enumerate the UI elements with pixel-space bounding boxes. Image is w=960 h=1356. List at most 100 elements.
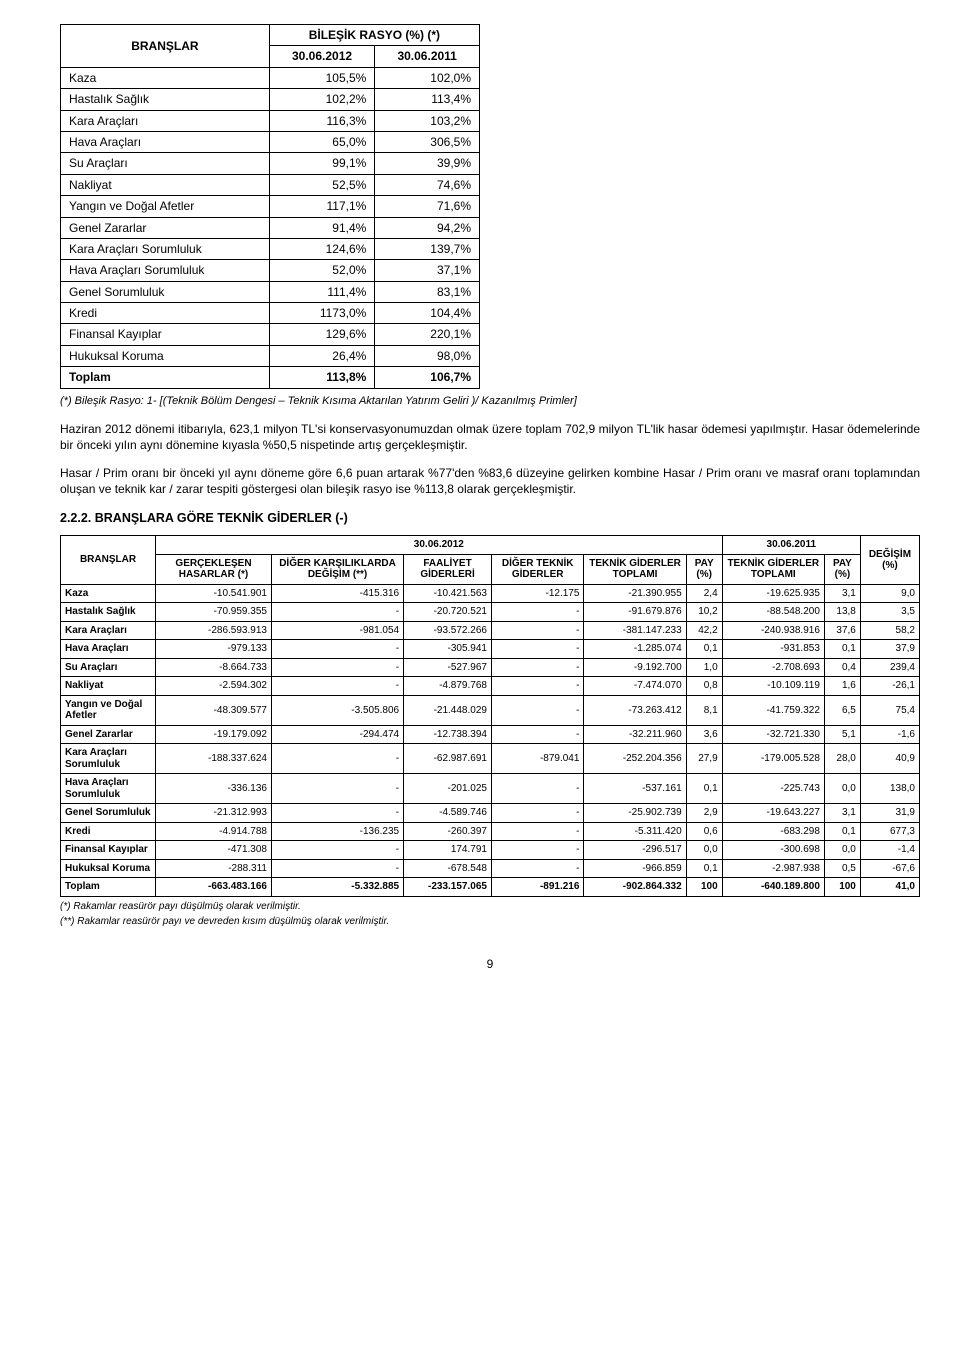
t2-row-cell: -527.967 [404, 658, 492, 677]
t1-row-v1: 116,3% [269, 110, 375, 131]
t2-h-c5: TEKNİK GİDERLER TOPLAMI [584, 554, 686, 584]
t2-row-cell: -931.853 [722, 640, 824, 659]
t2-row-cell: -179.005.528 [722, 744, 824, 774]
t2-row-cell: -73.263.412 [584, 695, 686, 725]
t2-row-cell: - [271, 640, 403, 659]
t2-row-cell: -25.902.739 [584, 804, 686, 823]
t2-row-cell: 0,6 [686, 822, 722, 841]
t1-row-v2: 103,2% [375, 110, 480, 131]
t2-row-cell: 27,9 [686, 744, 722, 774]
t1-row-v1: 91,4% [269, 217, 375, 238]
t1-body: Kaza105,5%102,0%Hastalık Sağlık102,2%113… [61, 67, 480, 388]
t2-row-cell: -136.235 [271, 822, 403, 841]
t1-header-rasyo: BİLEŞİK RASYO (%) (*) [269, 25, 479, 46]
t2-row-cell: -288.311 [156, 859, 272, 878]
t2-row-cell: -41.759.322 [722, 695, 824, 725]
t2-row-cell: 677,3 [860, 822, 919, 841]
t2-row-cell: -7.474.070 [584, 677, 686, 696]
t2-row-cell: -10.541.901 [156, 584, 272, 603]
t2-row-cell: 2,9 [686, 804, 722, 823]
t2-row-cell: -891.216 [491, 878, 583, 897]
t2-row-cell: -296.517 [584, 841, 686, 860]
t2-row-cell: -9.192.700 [584, 658, 686, 677]
t2-row-cell: -260.397 [404, 822, 492, 841]
t2-row-cell: - [271, 804, 403, 823]
t1-row-v2: 39,9% [375, 153, 480, 174]
t2-row-label: Kredi [61, 822, 156, 841]
t2-row-cell: - [491, 804, 583, 823]
t2-row-cell: -5.311.420 [584, 822, 686, 841]
t1-row-label: Yangın ve Doğal Afetler [61, 196, 270, 217]
t2-h-c3: FAALİYET GİDERLERİ [404, 554, 492, 584]
t2-row-cell: -225.743 [722, 774, 824, 804]
t1-row-label: Finansal Kayıplar [61, 324, 270, 345]
t2-row-cell: 0,4 [824, 658, 860, 677]
t2-row-cell: -21.448.029 [404, 695, 492, 725]
t2-row-label: Kara Araçları [61, 621, 156, 640]
t2-row-cell: - [271, 859, 403, 878]
t2-row-cell: -1,4 [860, 841, 919, 860]
t2-row-label: Hava Araçları Sorumluluk [61, 774, 156, 804]
t1-row-v2: 106,7% [375, 367, 480, 388]
t2-row-cell: -62.987.691 [404, 744, 492, 774]
t1-row-label: Hukuksal Koruma [61, 345, 270, 366]
t1-date1: 30.06.2012 [269, 46, 375, 67]
t2-row-cell: - [491, 640, 583, 659]
t2-row-cell: - [491, 677, 583, 696]
t2-row-cell: 41,0 [860, 878, 919, 897]
t2-row-cell: -93.572.266 [404, 621, 492, 640]
t2-row-cell: -537.161 [584, 774, 686, 804]
t2-row-cell: -663.483.166 [156, 878, 272, 897]
t1-row-label: Kara Araçları [61, 110, 270, 131]
t2-row-cell: -415.316 [271, 584, 403, 603]
t2-row-cell: -471.308 [156, 841, 272, 860]
t2-row-cell: - [491, 859, 583, 878]
t2-row-cell: - [491, 695, 583, 725]
t2-row-cell: -2.594.302 [156, 677, 272, 696]
t1-row-label: Kara Araçları Sorumluluk [61, 238, 270, 259]
t2-row-label: Hukuksal Koruma [61, 859, 156, 878]
t2-row-cell: 37,6 [824, 621, 860, 640]
t2-row-cell: -19.643.227 [722, 804, 824, 823]
t2-row-cell: -12.738.394 [404, 725, 492, 744]
t2-row-cell: 100 [686, 878, 722, 897]
t2-row-cell: -21.390.955 [584, 584, 686, 603]
t2-row-cell: - [271, 774, 403, 804]
t1-row-v1: 99,1% [269, 153, 375, 174]
t1-row-v2: 71,6% [375, 196, 480, 217]
t2-row-cell: -294.474 [271, 725, 403, 744]
t1-row-v1: 52,5% [269, 174, 375, 195]
t2-h-c2: DİĞER KARŞILIKLARDA DEĞİŞİM (**) [271, 554, 403, 584]
t1-row-v1: 102,2% [269, 89, 375, 110]
t1-row-v2: 220,1% [375, 324, 480, 345]
t2-row-cell: -879.041 [491, 744, 583, 774]
t1-row-v1: 105,5% [269, 67, 375, 88]
t1-row-v2: 139,7% [375, 238, 480, 259]
t1-date2: 30.06.2011 [375, 46, 480, 67]
t2-row-cell: 42,2 [686, 621, 722, 640]
t2-row-cell: 13,8 [824, 603, 860, 622]
t2-row-cell: -233.157.065 [404, 878, 492, 897]
t2-row-cell: -3.505.806 [271, 695, 403, 725]
t2-row-cell: -2.987.938 [722, 859, 824, 878]
t2-row-cell: 138,0 [860, 774, 919, 804]
t1-row-label: Hastalık Sağlık [61, 89, 270, 110]
section-title: 2.2.2. BRANŞLARA GÖRE TEKNİK GİDERLER (-… [60, 511, 920, 525]
t2-row-cell: -32.211.960 [584, 725, 686, 744]
t2-row-cell: -8.664.733 [156, 658, 272, 677]
t2-footnote-1: (*) Rakamlar reasürör payı düşülmüş olar… [60, 901, 920, 912]
t2-row-cell: 3,1 [824, 584, 860, 603]
t2-row-cell: - [491, 725, 583, 744]
technical-expenses-table: BRANŞLAR 30.06.2012 30.06.2011 DEĞİŞİM (… [60, 535, 920, 897]
t1-row-v1: 129,6% [269, 324, 375, 345]
t2-row-cell: 1,0 [686, 658, 722, 677]
t1-row-label: Genel Sorumluluk [61, 281, 270, 302]
t1-row-v1: 1173,0% [269, 303, 375, 324]
t2-row-cell: -201.025 [404, 774, 492, 804]
t2-row-cell: -305.941 [404, 640, 492, 659]
t1-header-branslar: BRANŞLAR [61, 25, 270, 68]
t2-h-c4: DİĞER TEKNİK GİDERLER [491, 554, 583, 584]
t2-h-c7: TEKNİK GİDERLER TOPLAMI [722, 554, 824, 584]
t2-row-label: Kara Araçları Sorumluluk [61, 744, 156, 774]
t2-h-c6: PAY (%) [686, 554, 722, 584]
